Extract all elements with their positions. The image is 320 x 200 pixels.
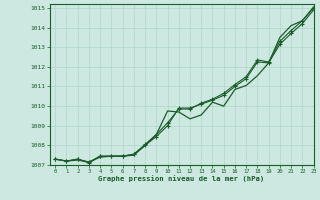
X-axis label: Graphe pression niveau de la mer (hPa): Graphe pression niveau de la mer (hPa) — [99, 176, 265, 182]
